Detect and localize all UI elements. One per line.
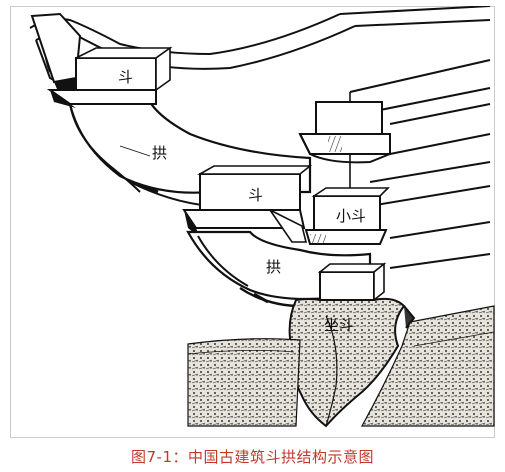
right-upper-dou-block (298, 101, 391, 164)
middle-dou-block (182, 165, 313, 243)
label-zuo-dou: 坐斗 (324, 316, 354, 334)
label-dou-top: 斗 (118, 68, 133, 86)
top-dou-block (46, 46, 173, 108)
dougong-illustration: 斗 拱 斗 小斗 拱 坐斗 (10, 6, 495, 438)
small-dou-block (304, 187, 390, 245)
figure-caption: 图7-1：中国古建筑斗拱结构示意图 (130, 448, 374, 466)
ground-platform (187, 305, 495, 427)
label-gong-lower: 拱 (266, 258, 281, 276)
label-gong-upper: 拱 (152, 144, 167, 162)
label-xiao-dou: 小斗 (336, 207, 366, 225)
label-dou-middle: 斗 (248, 186, 263, 204)
dougong-diagram-figure: 斗 拱 斗 小斗 拱 坐斗 (10, 6, 495, 438)
